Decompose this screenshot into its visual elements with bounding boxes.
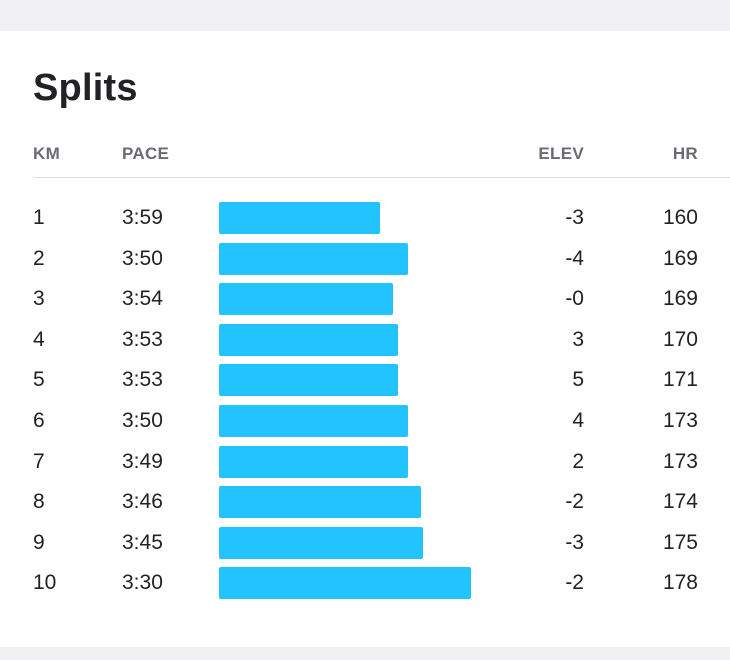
split-pace: 3:50 — [122, 247, 163, 270]
split-hr: 175 — [662, 531, 698, 554]
column-header-hr: HR — [672, 144, 698, 163]
split-row: 6 3:50 4 173 — [0, 404, 730, 438]
split-pace: 3:50 — [122, 409, 163, 432]
split-row: 2 3:50 -4 169 — [0, 242, 730, 276]
split-pace-bar — [219, 243, 408, 275]
split-km: 1 — [33, 206, 45, 229]
split-elev: -0 — [565, 287, 584, 310]
split-elev: -3 — [565, 206, 584, 229]
split-km: 4 — [33, 328, 45, 351]
splits-table: 1 3:59 -3 160 2 3:50 -4 169 3 3:54 -0 169 4 3:53 3 170 5… — [0, 31, 730, 647]
split-elev: 2 — [572, 450, 584, 473]
splits-card: Splits KM PACE ELEV HR 1 3:59 -3 160 2 3:50 -4… — [0, 31, 730, 647]
split-elev: -3 — [565, 531, 584, 554]
split-pace-bar — [219, 364, 398, 396]
split-hr: 178 — [662, 571, 698, 594]
split-pace: 3:54 — [122, 287, 163, 310]
split-pace-bar — [219, 324, 398, 356]
split-km: 10 — [33, 571, 57, 594]
split-hr: 169 — [662, 247, 698, 270]
split-elev: 5 — [572, 368, 584, 391]
split-elev: -2 — [565, 571, 584, 594]
split-row: 4 3:53 3 170 — [0, 323, 730, 357]
column-header-elev: ELEV — [538, 144, 584, 163]
split-pace: 3:53 — [122, 328, 163, 351]
split-elev: -2 — [565, 490, 584, 513]
split-km: 8 — [33, 490, 45, 513]
column-header-pace: PACE — [122, 144, 170, 163]
split-hr: 160 — [662, 206, 698, 229]
split-pace-bar — [219, 486, 421, 518]
splits-title: Splits — [33, 67, 138, 109]
split-row: 8 3:46 -2 174 — [0, 485, 730, 519]
column-header-km: KM — [33, 144, 61, 163]
split-hr: 169 — [662, 287, 698, 310]
split-pace-bar — [219, 446, 408, 478]
split-row: 7 3:49 2 173 — [0, 445, 730, 479]
split-hr: 174 — [662, 490, 698, 513]
split-pace-bar — [219, 202, 380, 234]
split-km: 6 — [33, 409, 45, 432]
split-pace: 3:30 — [122, 571, 163, 594]
split-pace-bar — [219, 405, 408, 437]
split-hr: 171 — [662, 368, 698, 391]
split-row: 10 3:30 -2 178 — [0, 566, 730, 600]
header-divider — [33, 177, 730, 178]
split-elev: 4 — [572, 409, 584, 432]
split-hr: 170 — [662, 328, 698, 351]
split-elev: 3 — [572, 328, 584, 351]
split-km: 9 — [33, 531, 45, 554]
split-hr: 173 — [662, 450, 698, 473]
split-km: 5 — [33, 368, 45, 391]
split-pace: 3:53 — [122, 368, 163, 391]
split-row: 3 3:54 -0 169 — [0, 282, 730, 316]
split-pace-bar — [219, 283, 393, 315]
split-pace: 3:46 — [122, 490, 163, 513]
split-pace: 3:59 — [122, 206, 163, 229]
split-row: 1 3:59 -3 160 — [0, 201, 730, 235]
split-row: 9 3:45 -3 175 — [0, 526, 730, 560]
split-km: 3 — [33, 287, 45, 310]
split-row: 5 3:53 5 171 — [0, 363, 730, 397]
split-km: 7 — [33, 450, 45, 473]
split-pace-bar — [219, 567, 471, 599]
split-pace-bar — [219, 527, 423, 559]
split-km: 2 — [33, 247, 45, 270]
split-pace: 3:49 — [122, 450, 163, 473]
split-pace: 3:45 — [122, 531, 163, 554]
split-elev: -4 — [565, 247, 584, 270]
split-hr: 173 — [662, 409, 698, 432]
